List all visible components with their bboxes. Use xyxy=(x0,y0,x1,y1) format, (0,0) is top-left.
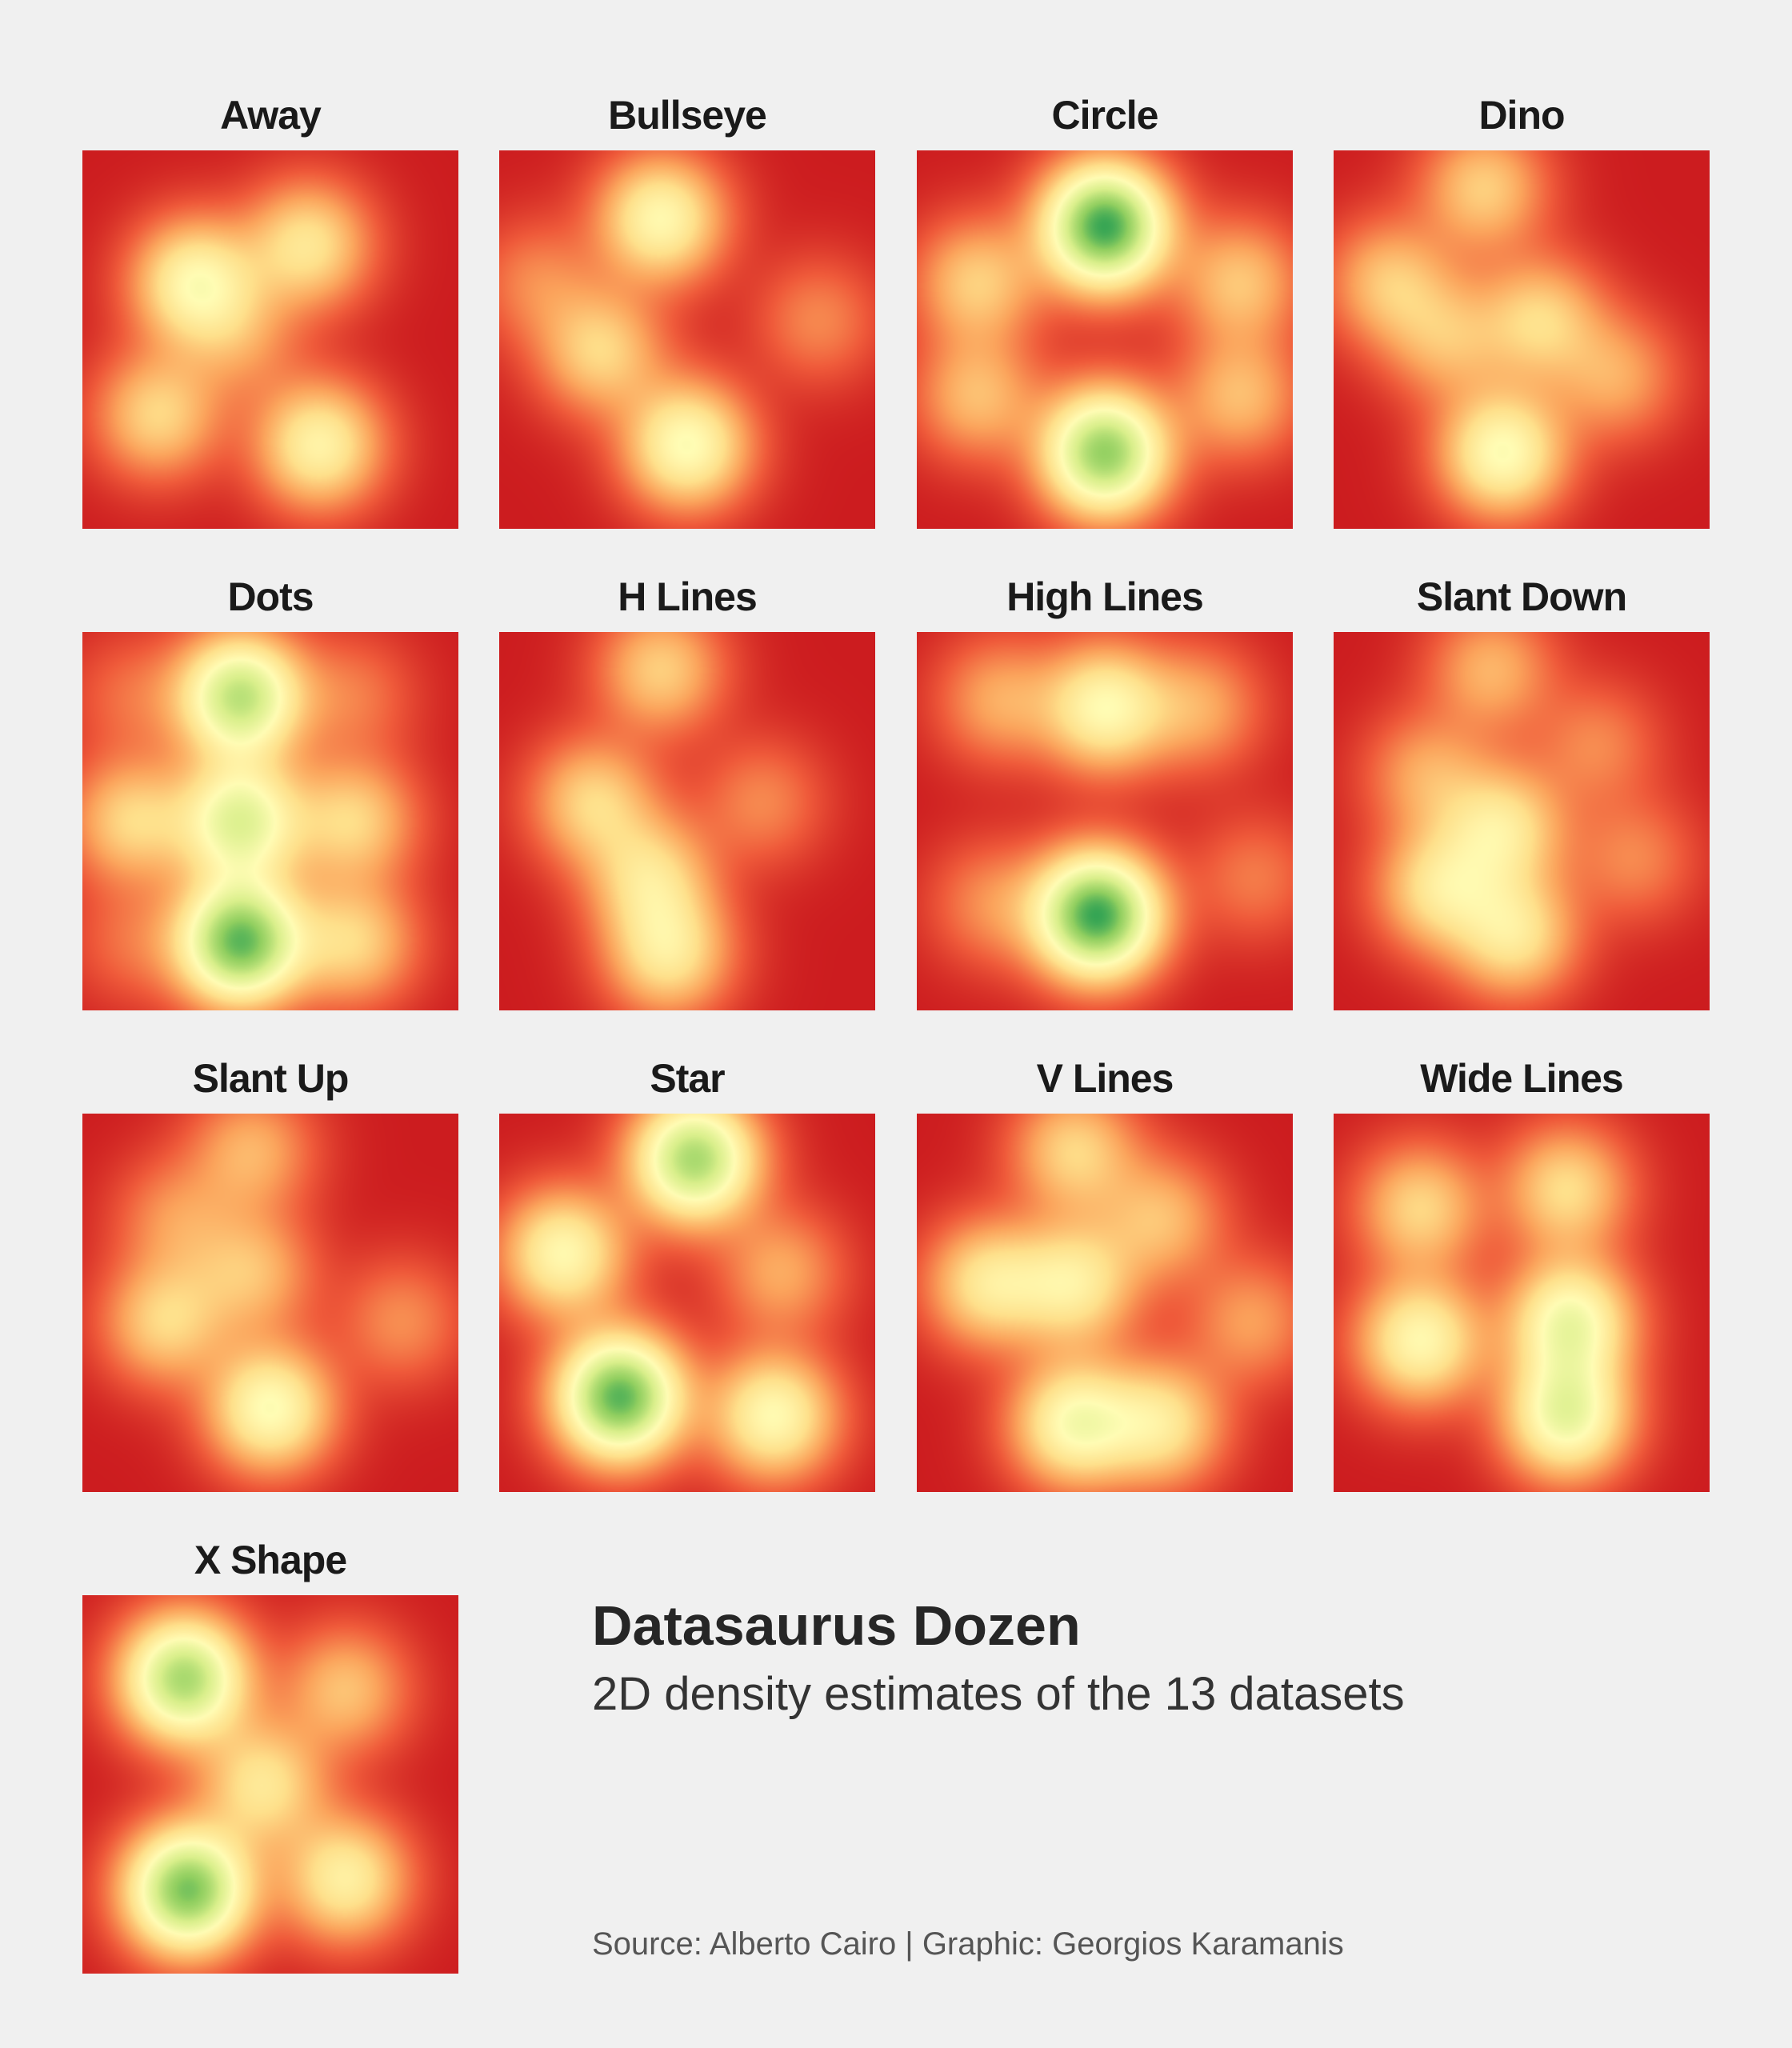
panel-title: Slant Down xyxy=(1416,574,1627,619)
density-heatmap xyxy=(82,632,458,1010)
panel-title: H Lines xyxy=(618,574,758,619)
density-heatmap xyxy=(499,150,875,529)
density-heatmap xyxy=(917,1114,1293,1492)
panel-title: Star xyxy=(650,1056,725,1101)
panel-title: V Lines xyxy=(1036,1056,1174,1101)
panel-bullseye: Bullseye xyxy=(499,80,875,529)
panel-h-lines: H Lines xyxy=(499,562,875,1010)
density-heatmap xyxy=(82,150,458,529)
panel-title: Circle xyxy=(1051,93,1159,138)
density-heatmap xyxy=(82,1114,458,1492)
figure-title: Datasaurus Dozen xyxy=(592,1594,1081,1657)
panel-slant-up: Slant Up xyxy=(82,1043,458,1492)
density-heatmap xyxy=(1334,150,1710,529)
density-heatmap xyxy=(499,632,875,1010)
panel-high-lines: High Lines xyxy=(917,562,1293,1010)
density-heatmap xyxy=(917,150,1293,529)
panel-dots: Dots xyxy=(82,562,458,1010)
panel-dino: Dino xyxy=(1334,80,1710,529)
density-heatmap xyxy=(499,1114,875,1492)
panel-title: Bullseye xyxy=(608,93,767,138)
panel-star: Star xyxy=(499,1043,875,1492)
caption-block: Datasaurus Dozen 2D density estimates of… xyxy=(592,1592,1712,1724)
panel-title: Dino xyxy=(1478,93,1565,138)
panel-title: Dots xyxy=(227,574,314,619)
source-credit: Source: Alberto Cairo | Graphic: Georgio… xyxy=(592,1926,1344,1962)
density-heatmap xyxy=(1334,1114,1710,1492)
panel-title: Slant Up xyxy=(192,1056,350,1101)
panel-circle: Circle xyxy=(917,80,1293,529)
panel-away: Away xyxy=(82,80,458,529)
panel-title: Wide Lines xyxy=(1420,1056,1623,1101)
panel-slant-down: Slant Down xyxy=(1334,562,1710,1010)
panel-title: Away xyxy=(220,93,322,138)
density-heatmap xyxy=(917,632,1293,1010)
panel-title: X Shape xyxy=(194,1538,347,1582)
panel-wide-lines: Wide Lines xyxy=(1334,1043,1710,1492)
panel-x-shape: X Shape xyxy=(82,1525,458,1974)
figure-subtitle: 2D density estimates of the 13 datasets xyxy=(592,1668,1405,1720)
panel-title: High Lines xyxy=(1006,574,1204,619)
panel-v-lines: V Lines xyxy=(917,1043,1293,1492)
density-heatmap xyxy=(82,1595,458,1974)
density-heatmap xyxy=(1334,632,1710,1010)
